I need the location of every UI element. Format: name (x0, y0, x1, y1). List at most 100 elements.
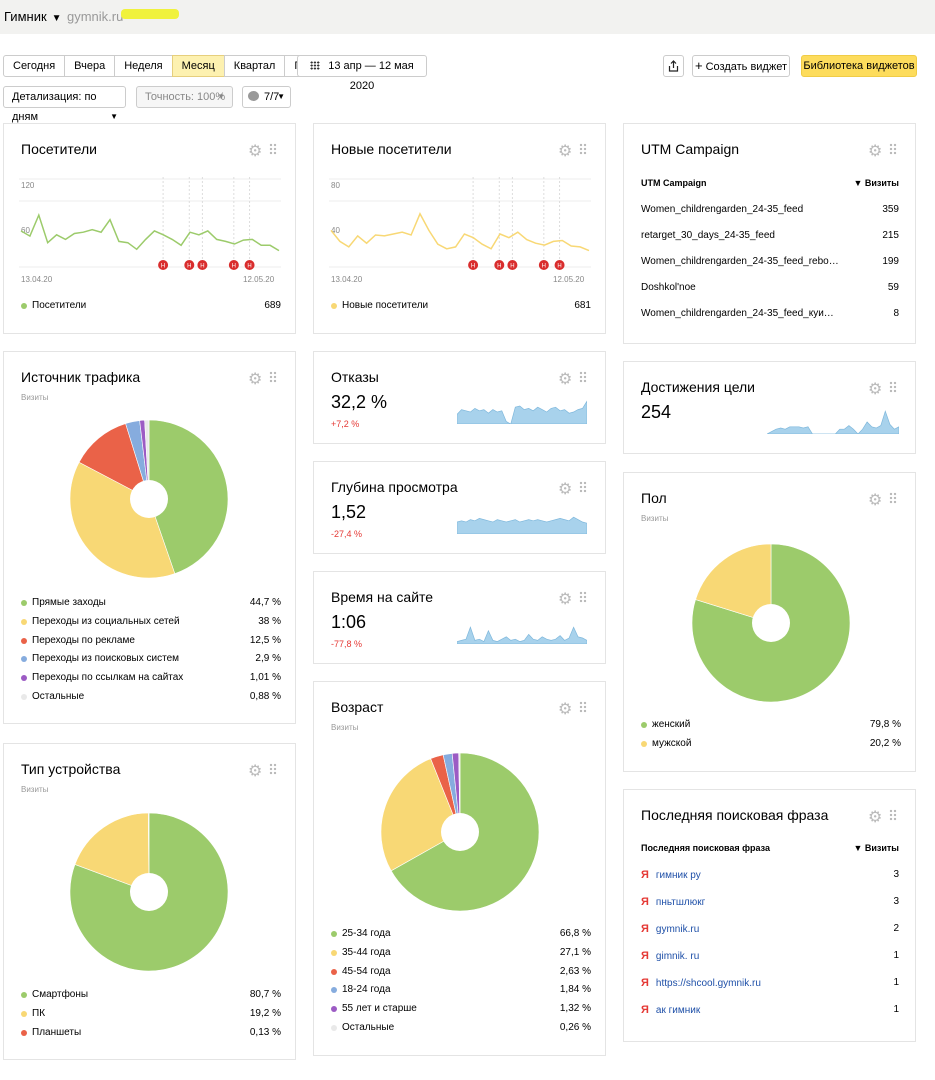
legend-row[interactable]: Прямые заходы 44,7 % (21, 597, 281, 611)
drag-handle-icon[interactable] (889, 492, 897, 504)
gear-icon[interactable]: ⚙ (248, 143, 263, 160)
detail-dropdown[interactable]: Детализация: по дням ▼ (3, 86, 126, 123)
legend-row[interactable]: 35-44 года 27,1 % (331, 947, 591, 961)
legend-row[interactable]: Переходы из социальных сетей 38 % (21, 616, 281, 630)
legend-label: ПК (32, 1007, 46, 1019)
row-label[interactable]: gymnik.ru (655, 924, 700, 935)
column-header-sort[interactable]: ▼ Визиты (853, 843, 899, 853)
legend-row[interactable]: Переходы по рекламе 12,5 % (21, 635, 281, 649)
drag-handle-icon[interactable] (579, 143, 587, 155)
row-label[interactable]: https://shcool.gymnik.ru (655, 978, 761, 989)
create-widget-button[interactable]: + Создать виджет (692, 55, 790, 77)
pie-slice (148, 812, 150, 893)
drag-handle-icon[interactable] (579, 371, 587, 383)
widget-title: Пол (641, 490, 667, 506)
legend-label: Планшеты (32, 1026, 82, 1038)
series-line (20, 212, 280, 252)
x-start-label: 13.04.20 (331, 275, 363, 284)
widget-subtitle: Визиты (21, 393, 49, 402)
date-range-button[interactable]: 13 апр — 12 мая 2020 (297, 55, 427, 92)
period-quarter-button[interactable]: Квартал (223, 55, 286, 77)
period-today-button[interactable]: Сегодня (3, 55, 66, 77)
row-label[interactable]: gimnik. ru (655, 951, 700, 962)
legend-row[interactable]: Переходы из поисковых систем 2,9 % (21, 653, 281, 667)
table-row[interactable]: Women_childrengarden_24-35_feed_rebo… 199 (641, 256, 899, 270)
legend-row[interactable]: 25-34 года 66,8 % (331, 928, 591, 942)
depth-sparkline (457, 516, 587, 534)
legend-dot (331, 1025, 337, 1031)
gear-icon[interactable]: ⚙ (248, 763, 263, 780)
create-widget-label: Создать виджет (705, 61, 787, 73)
legend-row[interactable]: 18-24 года 1,84 % (331, 984, 591, 998)
period-month-button[interactable]: Месяц (171, 55, 225, 77)
legend-row[interactable]: мужской 20,2 % (641, 738, 901, 752)
export-button[interactable] (663, 55, 684, 77)
legend-row[interactable]: Переходы по ссылкам на сайтах 1,01 % (21, 672, 281, 686)
accuracy-dropdown[interactable]: Точность: 100% ▼ (136, 86, 233, 108)
gear-icon[interactable]: ⚙ (868, 381, 883, 398)
widget-title: Глубина просмотра (331, 479, 458, 495)
gear-icon[interactable]: ⚙ (558, 481, 573, 498)
table-row[interactable]: Women_childrengarden_24-35_feed_куи… 8 (641, 308, 899, 322)
drag-handle-icon[interactable] (269, 371, 277, 383)
row-value: 1 (893, 977, 899, 988)
widget-library-button[interactable]: Библиотека виджетов (801, 55, 917, 77)
gear-icon[interactable]: ⚙ (868, 492, 883, 509)
row-label[interactable]: гимник ру (655, 870, 701, 881)
gear-icon[interactable]: ⚙ (248, 371, 263, 388)
site-url[interactable]: gymnik.ru (67, 9, 124, 24)
gear-icon[interactable]: ⚙ (558, 591, 573, 608)
legend-row[interactable]: Остальные 0,88 % (21, 691, 281, 705)
detail-label: Детализация: по дням (12, 91, 97, 123)
column-header[interactable]: UTM Campaign (641, 178, 707, 188)
table-row[interactable]: retarget_30_days_24-35_feed 215 (641, 230, 899, 244)
age-widget: Возраст Визиты ⚙ 25-34 года 66,8 % 35-44 г… (313, 681, 606, 1056)
site-selector[interactable]: Гимник ▼ (4, 9, 62, 24)
visitors-widget: Посетители ⚙ 120 60 H H H H H 13.04.20 12.05… (3, 123, 296, 334)
drag-handle-icon[interactable] (889, 809, 897, 821)
drag-handle-icon[interactable] (269, 143, 277, 155)
legend-row[interactable]: Остальные 0,26 % (331, 1022, 591, 1036)
legend-value: 0,26 % (559, 1022, 591, 1033)
gear-icon[interactable]: ⚙ (558, 371, 573, 388)
holiday-marker (197, 260, 208, 270)
table-row[interactable]: Women_childrengarden_24-35_feed 359 (641, 204, 899, 218)
pie-slice (695, 543, 772, 624)
column-header-sort[interactable]: ▼ Визиты (853, 178, 899, 188)
table-row[interactable]: Doshkol'noe 59 (641, 282, 899, 296)
sparkline-area (457, 400, 587, 424)
legend-row[interactable]: 45-54 года 2,63 % (331, 966, 591, 980)
legend-row[interactable]: Планшеты 0,13 % (21, 1027, 281, 1041)
gear-icon[interactable]: ⚙ (558, 143, 573, 160)
gear-icon[interactable]: ⚙ (868, 143, 883, 160)
legend-row[interactable]: женский 79,8 % (641, 719, 901, 733)
pie-slice (148, 419, 229, 575)
legend-row[interactable]: 55 лет и старше 1,32 % (331, 1003, 591, 1017)
legend-row[interactable]: ПК 19,2 % (21, 1008, 281, 1022)
pie-hole (441, 813, 479, 851)
segments-dropdown[interactable]: 7/7 ▼ (242, 86, 291, 108)
row-label[interactable]: ак гимник (655, 1005, 701, 1016)
drag-handle-icon[interactable] (889, 143, 897, 155)
drag-handle-icon[interactable] (579, 481, 587, 493)
gear-icon[interactable]: ⚙ (868, 809, 883, 826)
widget-title: Посетители (21, 141, 97, 157)
row-label[interactable]: пньтшлюкг (655, 897, 706, 908)
period-week-button[interactable]: Неделя (114, 55, 173, 77)
drag-handle-icon[interactable] (579, 701, 587, 713)
drag-handle-icon[interactable] (269, 763, 277, 775)
drag-handle-icon[interactable] (579, 591, 587, 603)
gear-icon[interactable]: ⚙ (558, 701, 573, 718)
legend-dot (21, 600, 27, 606)
column-header[interactable]: Последняя поисковая фраза (641, 843, 770, 853)
legend-row[interactable]: Смартфоны 80,7 % (21, 989, 281, 1003)
widget-title: Последняя поисковая фраза (641, 807, 829, 823)
drag-handle-icon[interactable] (889, 381, 897, 393)
period-yesterday-button[interactable]: Вчера (64, 55, 116, 77)
